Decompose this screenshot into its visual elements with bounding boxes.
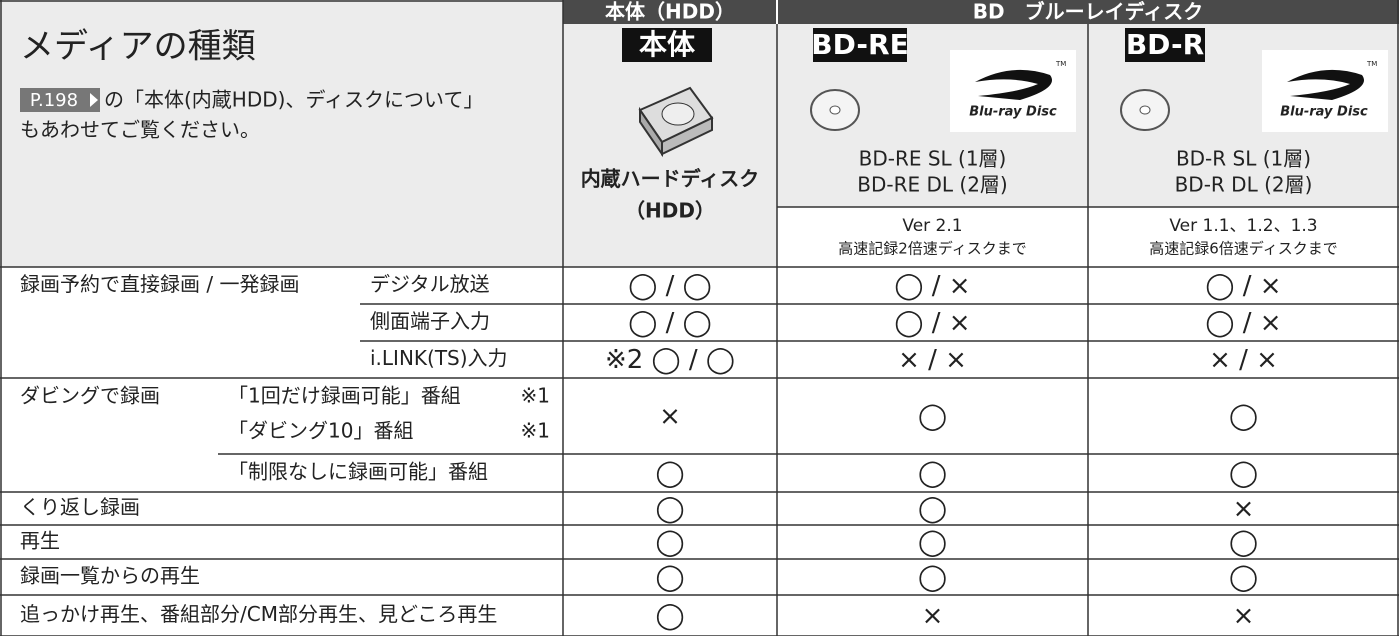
badge-bg [813,28,907,62]
badge: BD-RE [811,28,908,61]
cell: ◯ [1229,459,1258,489]
row-label: 再生 [20,529,60,553]
logo-text: Blu-ray Disc [969,105,1057,120]
logo-tm: TM [1055,60,1066,68]
cell: ◯ [918,459,947,489]
note: もあわせてご覧ください。 [20,118,260,142]
badge-bg [622,28,712,62]
version: Ver 1.1、1.2、1.3 [1169,216,1317,236]
cell: × [1233,601,1255,631]
logo-mark [975,69,1052,100]
row-label: 録画一覧からの再生 [20,564,200,588]
logo-box [1262,50,1388,132]
speed: 高速記録2倍速ディスクまで [838,240,1027,258]
media-name: （HDD） [625,199,715,223]
link-arrow [90,93,98,107]
logo-box [950,50,1076,132]
row-sub: 「ダビング10」番組 [228,419,413,443]
cell: ◯ / × [1205,271,1281,301]
link-badge[interactable] [20,88,100,112]
row-sub: i.LINK(TS)入力 [370,346,508,370]
media-name: BD-R DL (2層) [1175,173,1313,197]
cell: ◯ [1229,563,1258,593]
disc-icon [810,89,860,131]
cell: ◯ / ◯ [628,308,711,338]
logo-mark [1287,69,1364,100]
media-name: BD-RE SL (1層) [859,147,1007,171]
row-note: ※1 [521,384,550,408]
logo-text: Blu-ray Disc [1280,105,1368,120]
row-sub: 「制限なしに録画可能」番組 [228,460,488,484]
row-sub: 「1回だけ録画可能」番組 [228,384,461,408]
group-label: BD ブルーレイディスク [973,0,1203,24]
cell: ◯ [918,402,947,432]
row-label: ダビングで録画 [20,384,160,408]
cell: × [1233,494,1255,524]
cell: × / × [1209,345,1278,375]
cell: ◯ [655,601,684,631]
row-label: くり返し録画 [20,495,140,519]
row-note: ※1 [521,419,550,443]
link-text[interactable]: P.198 [30,90,78,111]
version-bg [777,207,1088,267]
speed: 高速記録6倍速ディスクまで [1149,240,1338,258]
row-sub: デジタル放送 [370,272,490,296]
hdd-icon [638,86,714,158]
version-bg [1088,207,1399,267]
row-label: 録画予約で直接録画 / 一発録画 [20,272,299,296]
cell: ◯ [655,563,684,593]
cell: × [922,601,944,631]
title: メディアの種類 [20,27,256,67]
note: の「本体(内蔵HDD)、ディスクについて」 [104,88,483,112]
cell: ◯ [918,528,947,558]
cell: ◯ [655,494,684,524]
row-label: 追っかけ再生、番組部分/CM部分再生、見どころ再生 [20,602,497,626]
badge-bg [1125,28,1205,62]
cell: ◯ [918,494,947,524]
cell: × [659,402,681,432]
media-name: BD-R SL (1層) [1176,147,1311,171]
row-sub: 側面端子入力 [370,309,490,333]
group-label: 本体（HDD） [605,0,735,24]
logo-tm: TM [1366,60,1377,68]
cell: ◯ [655,459,684,489]
badge: BD-R [1126,28,1204,61]
cell: ◯ / × [894,271,970,301]
media-name: BD-RE DL (2層) [857,173,1007,197]
cell: × / × [898,345,967,375]
cell: ◯ / × [1205,308,1281,338]
cell: ◯ [918,563,947,593]
media-name: 内蔵ハードディスク [581,167,760,191]
cell: ◯ / ◯ [628,271,711,301]
cell: ◯ [1229,528,1258,558]
cell: ◯ [655,528,684,558]
version: Ver 2.1 [902,216,962,236]
cell: ※2 ◯ / ◯ [605,345,735,375]
cell: ◯ / × [894,308,970,338]
cell: ◯ [1229,402,1258,432]
disc-icon [1120,89,1170,131]
group-bar [563,0,1399,24]
badge: 本体 [639,28,696,61]
